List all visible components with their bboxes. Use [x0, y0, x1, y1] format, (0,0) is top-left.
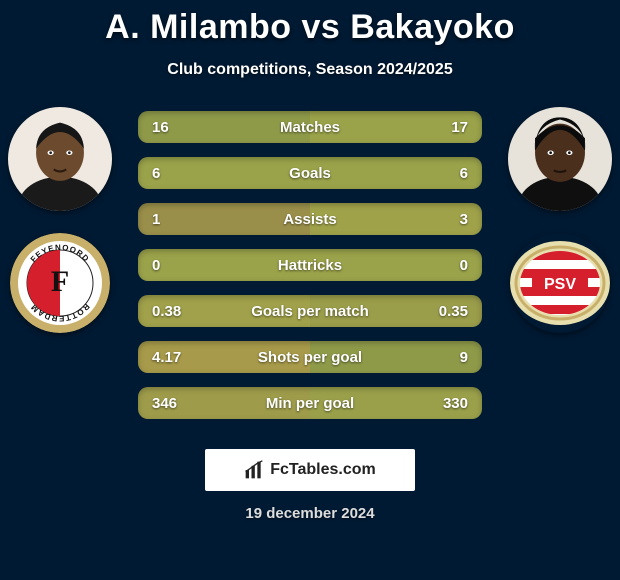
stat-row: 16Matches17 [138, 111, 482, 143]
stat-left-value: 0.38 [152, 303, 192, 320]
left-column: F FEYENOORD ROTTERDAM [8, 107, 112, 333]
stat-left-value: 0 [152, 257, 192, 274]
stat-row: 1Assists3 [138, 203, 482, 235]
stat-row: 6Goals6 [138, 157, 482, 189]
chart-icon [244, 460, 264, 480]
footer-brand-text: FcTables.com [270, 461, 376, 479]
crest-left: F FEYENOORD ROTTERDAM [10, 233, 110, 333]
stat-left-value: 346 [152, 395, 192, 412]
crest-right-text: PSV [544, 276, 576, 293]
stat-row: 4.17Shots per goal9 [138, 341, 482, 373]
crest-left-letter: F [51, 265, 69, 298]
stat-left-value: 6 [152, 165, 192, 182]
stat-left-value: 16 [152, 119, 192, 136]
stat-row: 0Hattricks0 [138, 249, 482, 281]
stat-row: 0.38Goals per match0.35 [138, 295, 482, 327]
crest-right: PSV [510, 233, 610, 333]
stat-right-value: 0 [428, 257, 468, 274]
stat-right-value: 3 [428, 211, 468, 228]
stat-rows: 16Matches17 6Goals6 1Assists3 0Hattricks0 0.… [138, 107, 482, 419]
player-right-avatar [508, 107, 612, 211]
stat-right-value: 330 [428, 395, 468, 412]
player-left-avatar [8, 107, 112, 211]
stat-left-value: 1 [152, 211, 192, 228]
stat-right-value: 17 [428, 119, 468, 136]
footer-brand-badge: FcTables.com [205, 449, 415, 491]
stat-row: 346Min per goal330 [138, 387, 482, 419]
subtitle: Club competitions, Season 2024/2025 [0, 61, 620, 79]
right-column: PSV [508, 107, 612, 333]
comparison-area: F FEYENOORD ROTTERDAM [0, 107, 620, 419]
stat-right-value: 0.35 [428, 303, 468, 320]
stat-right-value: 9 [428, 349, 468, 366]
date-line: 19 december 2024 [0, 505, 620, 522]
stat-left-value: 4.17 [152, 349, 192, 366]
stat-right-value: 6 [428, 165, 468, 182]
page-title: A. Milambo vs Bakayoko [0, 0, 620, 47]
